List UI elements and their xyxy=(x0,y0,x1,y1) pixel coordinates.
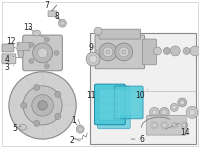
FancyBboxPatch shape xyxy=(99,89,121,120)
FancyBboxPatch shape xyxy=(48,11,57,17)
Circle shape xyxy=(159,107,169,117)
Circle shape xyxy=(180,100,184,105)
Circle shape xyxy=(38,48,48,58)
Circle shape xyxy=(9,72,76,139)
Circle shape xyxy=(170,103,178,111)
Circle shape xyxy=(181,122,188,129)
Circle shape xyxy=(183,47,190,54)
Circle shape xyxy=(44,37,49,42)
FancyBboxPatch shape xyxy=(143,39,156,65)
Circle shape xyxy=(150,107,159,117)
Ellipse shape xyxy=(33,30,41,36)
Circle shape xyxy=(153,47,161,55)
Bar xyxy=(90,33,196,144)
Text: 7: 7 xyxy=(44,1,52,11)
Circle shape xyxy=(171,122,177,128)
Circle shape xyxy=(162,123,166,127)
Circle shape xyxy=(94,27,102,35)
Circle shape xyxy=(76,125,84,133)
Text: 10: 10 xyxy=(135,90,148,100)
Circle shape xyxy=(54,50,59,55)
FancyBboxPatch shape xyxy=(17,42,29,51)
Text: 2: 2 xyxy=(70,136,75,145)
Circle shape xyxy=(186,106,198,118)
Text: 12: 12 xyxy=(6,37,19,46)
Circle shape xyxy=(106,50,110,54)
Circle shape xyxy=(189,109,195,115)
Circle shape xyxy=(34,120,40,126)
Text: 5: 5 xyxy=(12,124,21,133)
FancyBboxPatch shape xyxy=(147,115,186,135)
Circle shape xyxy=(103,47,113,57)
Circle shape xyxy=(60,21,64,25)
FancyBboxPatch shape xyxy=(2,44,14,52)
Circle shape xyxy=(58,19,66,27)
FancyBboxPatch shape xyxy=(114,86,143,119)
FancyBboxPatch shape xyxy=(95,35,145,69)
Circle shape xyxy=(178,98,187,107)
Text: 14: 14 xyxy=(177,126,190,137)
Text: 8: 8 xyxy=(54,12,59,21)
Circle shape xyxy=(99,43,117,61)
Circle shape xyxy=(173,124,176,127)
Circle shape xyxy=(89,55,97,63)
Ellipse shape xyxy=(18,48,24,58)
Text: 13: 13 xyxy=(23,23,34,32)
Circle shape xyxy=(163,47,170,54)
FancyBboxPatch shape xyxy=(2,54,16,64)
Circle shape xyxy=(38,101,47,110)
Circle shape xyxy=(152,110,157,115)
Text: 3: 3 xyxy=(4,63,14,72)
Text: 11: 11 xyxy=(86,91,99,100)
Circle shape xyxy=(33,43,52,63)
Circle shape xyxy=(21,102,27,108)
Circle shape xyxy=(170,46,180,56)
Circle shape xyxy=(122,50,126,54)
Circle shape xyxy=(190,46,200,56)
FancyBboxPatch shape xyxy=(23,35,62,71)
Circle shape xyxy=(23,86,62,125)
Circle shape xyxy=(119,47,129,57)
Text: 4: 4 xyxy=(4,55,14,64)
Text: 9: 9 xyxy=(89,44,97,52)
Circle shape xyxy=(34,85,40,90)
Circle shape xyxy=(55,91,61,97)
Circle shape xyxy=(29,59,34,64)
Circle shape xyxy=(152,123,156,127)
Ellipse shape xyxy=(19,124,27,130)
Circle shape xyxy=(160,121,168,129)
Circle shape xyxy=(86,52,100,66)
Circle shape xyxy=(151,121,158,129)
Text: 6: 6 xyxy=(131,135,144,144)
Circle shape xyxy=(55,113,61,120)
FancyBboxPatch shape xyxy=(95,84,125,125)
Circle shape xyxy=(29,42,34,47)
Circle shape xyxy=(32,95,53,116)
Circle shape xyxy=(115,43,133,61)
Circle shape xyxy=(172,105,176,109)
Circle shape xyxy=(78,127,82,131)
Text: 1: 1 xyxy=(71,116,77,125)
FancyBboxPatch shape xyxy=(118,90,140,115)
Circle shape xyxy=(182,123,186,127)
Circle shape xyxy=(162,110,167,115)
FancyBboxPatch shape xyxy=(98,86,130,129)
Circle shape xyxy=(44,64,49,69)
FancyBboxPatch shape xyxy=(99,29,141,39)
